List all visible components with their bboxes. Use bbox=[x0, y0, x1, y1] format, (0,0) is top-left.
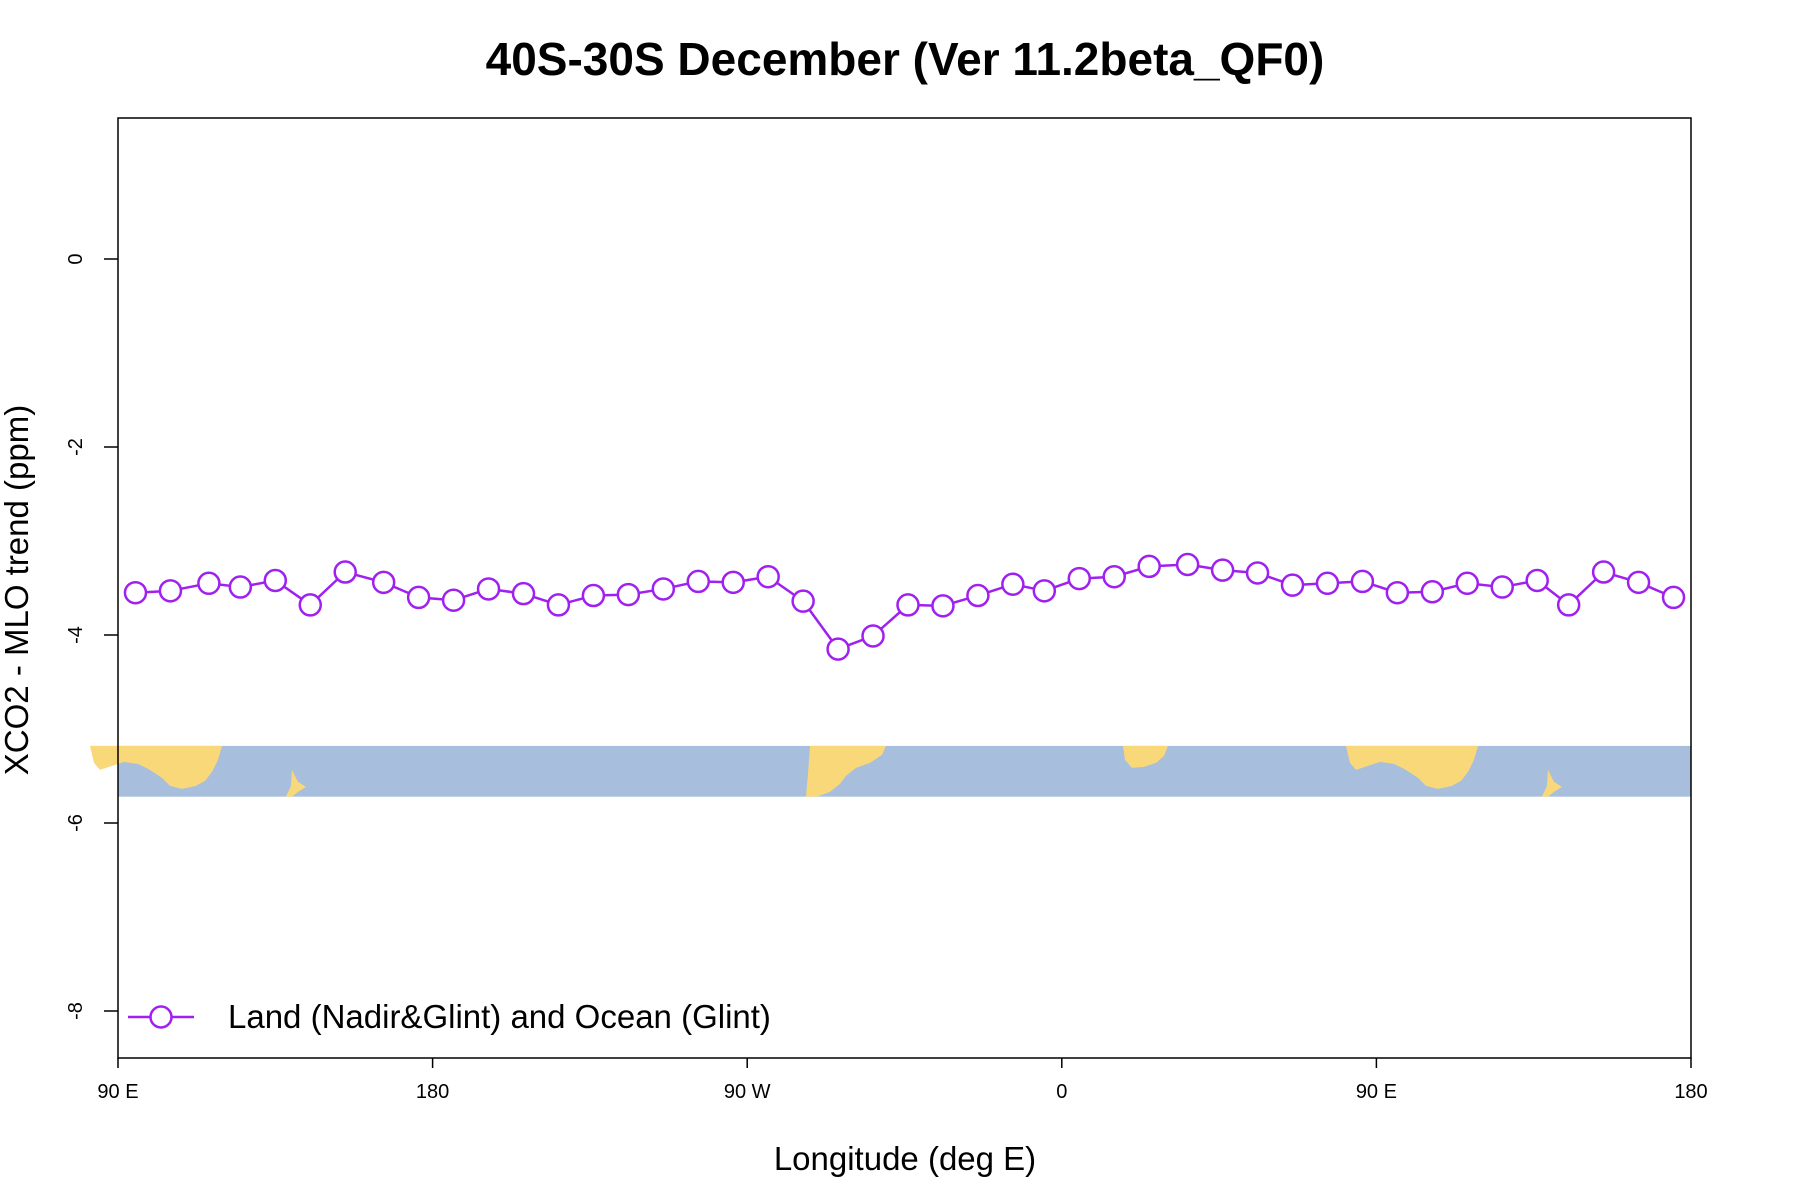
plot-frame bbox=[117, 117, 1692, 1059]
data-point bbox=[791, 589, 815, 613]
y-tick-label: 0 bbox=[65, 253, 87, 264]
data-point bbox=[1315, 571, 1340, 596]
data-point bbox=[228, 575, 253, 599]
data-point bbox=[158, 579, 183, 603]
x-tick-label: 0 bbox=[1056, 1081, 1067, 1103]
data-point bbox=[616, 582, 641, 607]
data-point bbox=[333, 560, 357, 584]
data-point bbox=[1661, 585, 1686, 610]
data-point bbox=[1245, 561, 1270, 585]
data-point bbox=[931, 594, 955, 618]
x-axis: 90 E 180 90 W 0 90 E 180 bbox=[97, 1058, 1708, 1103]
land-australia bbox=[90, 745, 222, 789]
x-tick-label: 90 W bbox=[724, 1081, 771, 1103]
data-point bbox=[1210, 558, 1235, 582]
data-point bbox=[756, 564, 780, 589]
data-point bbox=[861, 624, 885, 648]
data-point bbox=[826, 637, 850, 661]
data-point bbox=[581, 583, 606, 608]
data-point bbox=[1067, 566, 1092, 591]
data-point bbox=[1525, 568, 1549, 593]
data-point bbox=[1102, 564, 1126, 589]
land-australia bbox=[1346, 745, 1478, 789]
data-point bbox=[651, 577, 676, 601]
y-tick-label: -6 bbox=[65, 814, 87, 832]
data-point bbox=[1175, 552, 1200, 577]
x-tick-label: 90 E bbox=[1356, 1081, 1397, 1103]
data-point bbox=[686, 569, 711, 594]
x-tick-label: 180 bbox=[1674, 1081, 1707, 1103]
data-point bbox=[721, 570, 745, 595]
data-point bbox=[1280, 573, 1305, 597]
x-tick-label: 90 E bbox=[97, 1081, 138, 1103]
data-point bbox=[476, 577, 501, 601]
y-tick-label: -4 bbox=[65, 626, 87, 644]
data-point bbox=[197, 571, 221, 596]
y-tick-label: -8 bbox=[65, 1002, 87, 1020]
data-point bbox=[1490, 575, 1514, 599]
y-axis: 0 -2 -4 -6 -8 bbox=[65, 253, 118, 1020]
data-point bbox=[1001, 572, 1025, 596]
data-point bbox=[1556, 593, 1581, 617]
land-new-zealand bbox=[286, 769, 306, 797]
data-point bbox=[1626, 570, 1651, 595]
data-point bbox=[1591, 560, 1616, 584]
data-point bbox=[1385, 580, 1410, 605]
y-axis-label: XCO2 - MLO trend (ppm) bbox=[0, 405, 35, 775]
legend-label: Land (Nadir&Glint) and Ocean (Glint) bbox=[228, 998, 771, 1035]
data-point bbox=[406, 585, 431, 610]
x-tick-label: 180 bbox=[416, 1081, 449, 1103]
data-point bbox=[1350, 569, 1375, 594]
data-point bbox=[298, 593, 323, 617]
data-point bbox=[896, 593, 920, 617]
land-new-zealand bbox=[1542, 769, 1562, 797]
legend: Land (Nadir&Glint) and Ocean (Glint) bbox=[128, 998, 771, 1035]
data-point bbox=[441, 588, 466, 612]
data-point bbox=[263, 568, 288, 593]
land-africa bbox=[1123, 745, 1168, 768]
data-point bbox=[966, 583, 990, 608]
data-point bbox=[123, 580, 148, 605]
series-layer bbox=[123, 552, 1686, 661]
chart-title: 40S-30S December (Ver 11.2beta_QF0) bbox=[486, 33, 1325, 85]
map-strip bbox=[90, 745, 1691, 797]
data-point bbox=[1137, 554, 1161, 579]
data-point bbox=[511, 581, 536, 606]
data-point bbox=[1420, 580, 1445, 604]
land-south-america bbox=[806, 745, 886, 797]
y-tick-label: -2 bbox=[65, 438, 87, 456]
data-point bbox=[1032, 579, 1057, 603]
data-point bbox=[1455, 571, 1480, 596]
data-point bbox=[546, 593, 571, 617]
data-point bbox=[371, 570, 396, 595]
x-axis-label: Longitude (deg E) bbox=[774, 1140, 1036, 1177]
legend-marker bbox=[149, 1005, 173, 1029]
